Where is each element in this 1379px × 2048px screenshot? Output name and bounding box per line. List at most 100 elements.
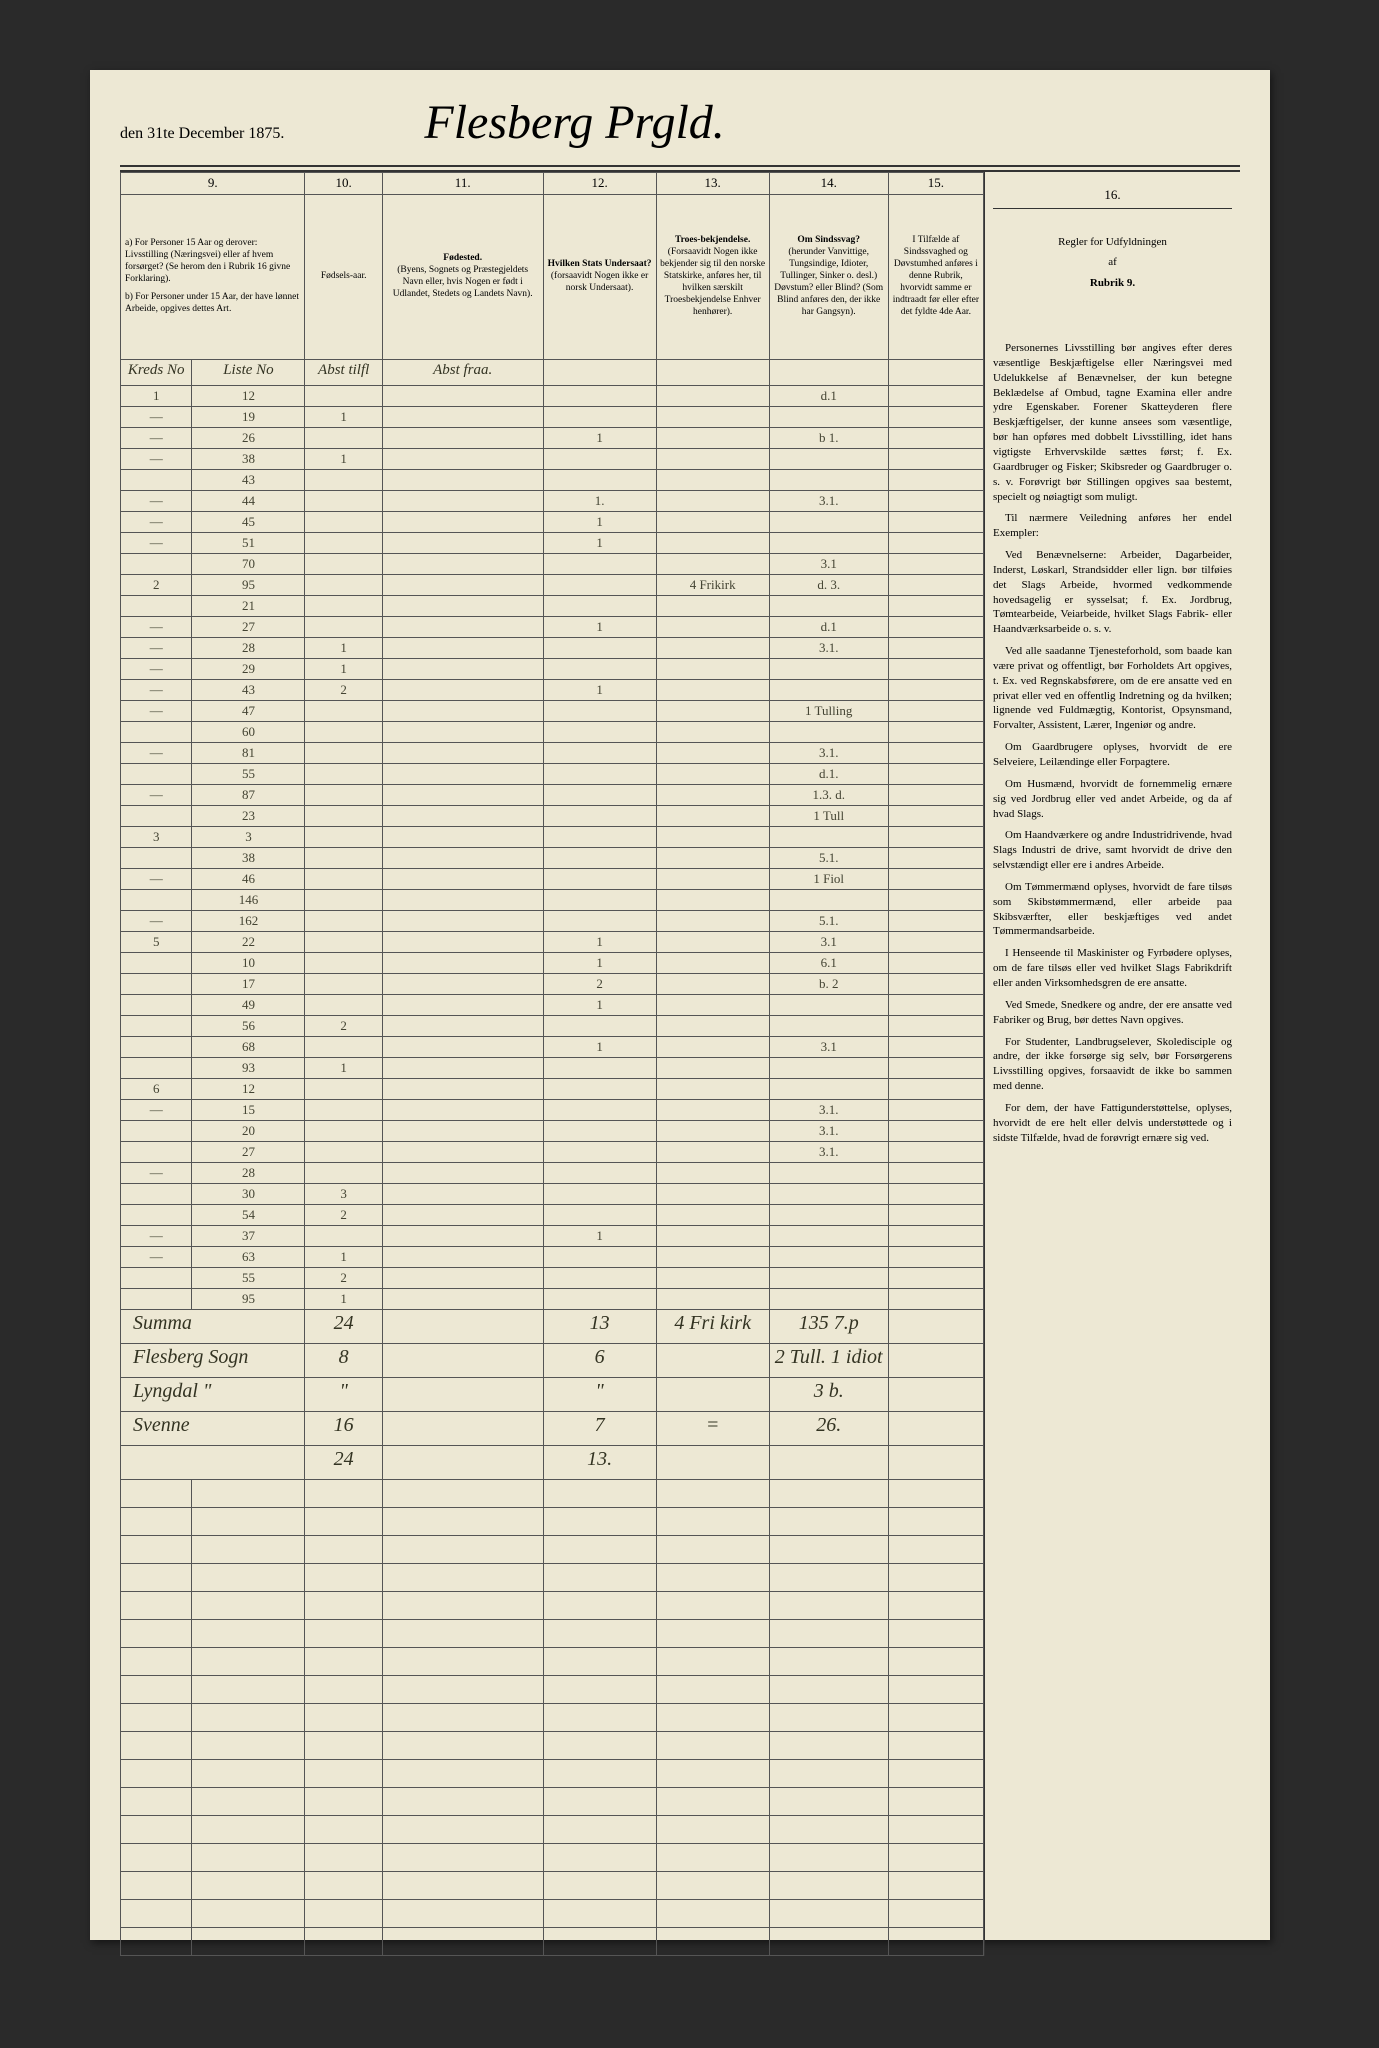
cell xyxy=(888,1378,983,1412)
cell xyxy=(543,1163,656,1184)
cell xyxy=(656,806,769,827)
cell: b 1. xyxy=(769,428,888,449)
cell xyxy=(121,1872,192,1900)
colh-11-s: (Byens, Sognets og Præstegjeldets Navn e… xyxy=(393,265,533,299)
cell: 2 xyxy=(305,1205,382,1226)
cell xyxy=(888,1648,983,1676)
cell xyxy=(192,1900,305,1928)
cell xyxy=(656,1268,769,1289)
cell xyxy=(888,491,983,512)
cell xyxy=(656,743,769,764)
table-row: ―451 xyxy=(121,512,984,533)
cell xyxy=(888,764,983,785)
cell: 3.1 xyxy=(769,1037,888,1058)
summary-row: 2413. xyxy=(121,1446,984,1480)
cell: 45 xyxy=(192,512,305,533)
cell xyxy=(888,953,983,974)
cell xyxy=(656,554,769,575)
cell: 3.1. xyxy=(769,491,888,512)
table-row: 562 xyxy=(121,1016,984,1037)
cell: 1 xyxy=(543,617,656,638)
cell xyxy=(769,659,888,680)
census-table: 9. 10. 11. 12. 13. 14. 15. a) For Person… xyxy=(120,172,984,1956)
cell xyxy=(121,1900,192,1928)
table-row: 552 xyxy=(121,1268,984,1289)
colh-14: Om Sindssvag? (herunder Vanvittige, Tung… xyxy=(769,195,888,360)
cell xyxy=(192,1536,305,1564)
cell xyxy=(656,449,769,470)
cell xyxy=(769,1058,888,1079)
cell xyxy=(382,1163,543,1184)
cell xyxy=(382,785,543,806)
cell xyxy=(888,785,983,806)
cell xyxy=(382,1310,543,1344)
cell: 56 xyxy=(192,1016,305,1037)
cell xyxy=(543,1205,656,1226)
cell xyxy=(656,764,769,785)
cell xyxy=(888,1872,983,1900)
cell xyxy=(382,1928,543,1956)
table-row: 43 xyxy=(121,470,984,491)
r16-para: I Henseende til Maskinister og Fyrbødere… xyxy=(993,946,1232,991)
cell xyxy=(656,1037,769,1058)
cell xyxy=(656,1900,769,1928)
r16-para: For dem, der have Fattigunderstøttelse, … xyxy=(993,1101,1232,1146)
table-row: 931 xyxy=(121,1058,984,1079)
cell xyxy=(543,1732,656,1760)
cell xyxy=(656,428,769,449)
cell: 3.1. xyxy=(769,1100,888,1121)
cell xyxy=(305,785,382,806)
cell xyxy=(382,1037,543,1058)
cell xyxy=(888,554,983,575)
cell: 12 xyxy=(192,1079,305,1100)
cell xyxy=(543,407,656,428)
cell: 55 xyxy=(192,764,305,785)
table-row xyxy=(121,1900,984,1928)
cell xyxy=(121,1142,192,1163)
cell xyxy=(382,491,543,512)
cell xyxy=(192,1620,305,1648)
cell xyxy=(888,932,983,953)
cell xyxy=(769,1592,888,1620)
table-row: 542 xyxy=(121,1205,984,1226)
cell xyxy=(192,1928,305,1956)
coln-15: 15. xyxy=(888,173,983,195)
cell xyxy=(305,554,382,575)
cell xyxy=(121,1844,192,1872)
cell xyxy=(888,1536,983,1564)
cell xyxy=(305,869,382,890)
r16-para: Ved Smede, Snedkere og andre, der ere an… xyxy=(993,998,1232,1028)
cell xyxy=(305,953,382,974)
cell xyxy=(656,1163,769,1184)
cell: 95 xyxy=(192,575,305,596)
colh-13-t: Troes-bekjendelse. xyxy=(675,235,750,245)
cell xyxy=(192,1508,305,1536)
table-row xyxy=(121,1676,984,1704)
table-row xyxy=(121,1704,984,1732)
cell xyxy=(769,533,888,554)
cell xyxy=(543,764,656,785)
r16-title: Regler for Udfyldningen xyxy=(993,235,1232,250)
cell: d. 3. xyxy=(769,575,888,596)
cell: 27 xyxy=(192,1142,305,1163)
cell xyxy=(382,1100,543,1121)
cell xyxy=(769,407,888,428)
coln-11: 11. xyxy=(382,173,543,195)
cell xyxy=(382,533,543,554)
cell xyxy=(888,1142,983,1163)
data-body: 112d.1―191―261b 1.―38143―441.3.1.―451―51… xyxy=(121,386,984,1310)
cell xyxy=(543,1508,656,1536)
cell xyxy=(656,1760,769,1788)
sub-15 xyxy=(888,360,983,386)
cell xyxy=(769,1704,888,1732)
cell: ― xyxy=(121,1163,192,1184)
cell xyxy=(656,659,769,680)
cell xyxy=(382,1900,543,1928)
cell: 38 xyxy=(192,848,305,869)
cell xyxy=(543,1788,656,1816)
cell: 4 Fri kirk xyxy=(656,1310,769,1344)
cell xyxy=(769,827,888,848)
cell: 10 xyxy=(192,953,305,974)
cell xyxy=(543,1079,656,1100)
cell xyxy=(305,1648,382,1676)
